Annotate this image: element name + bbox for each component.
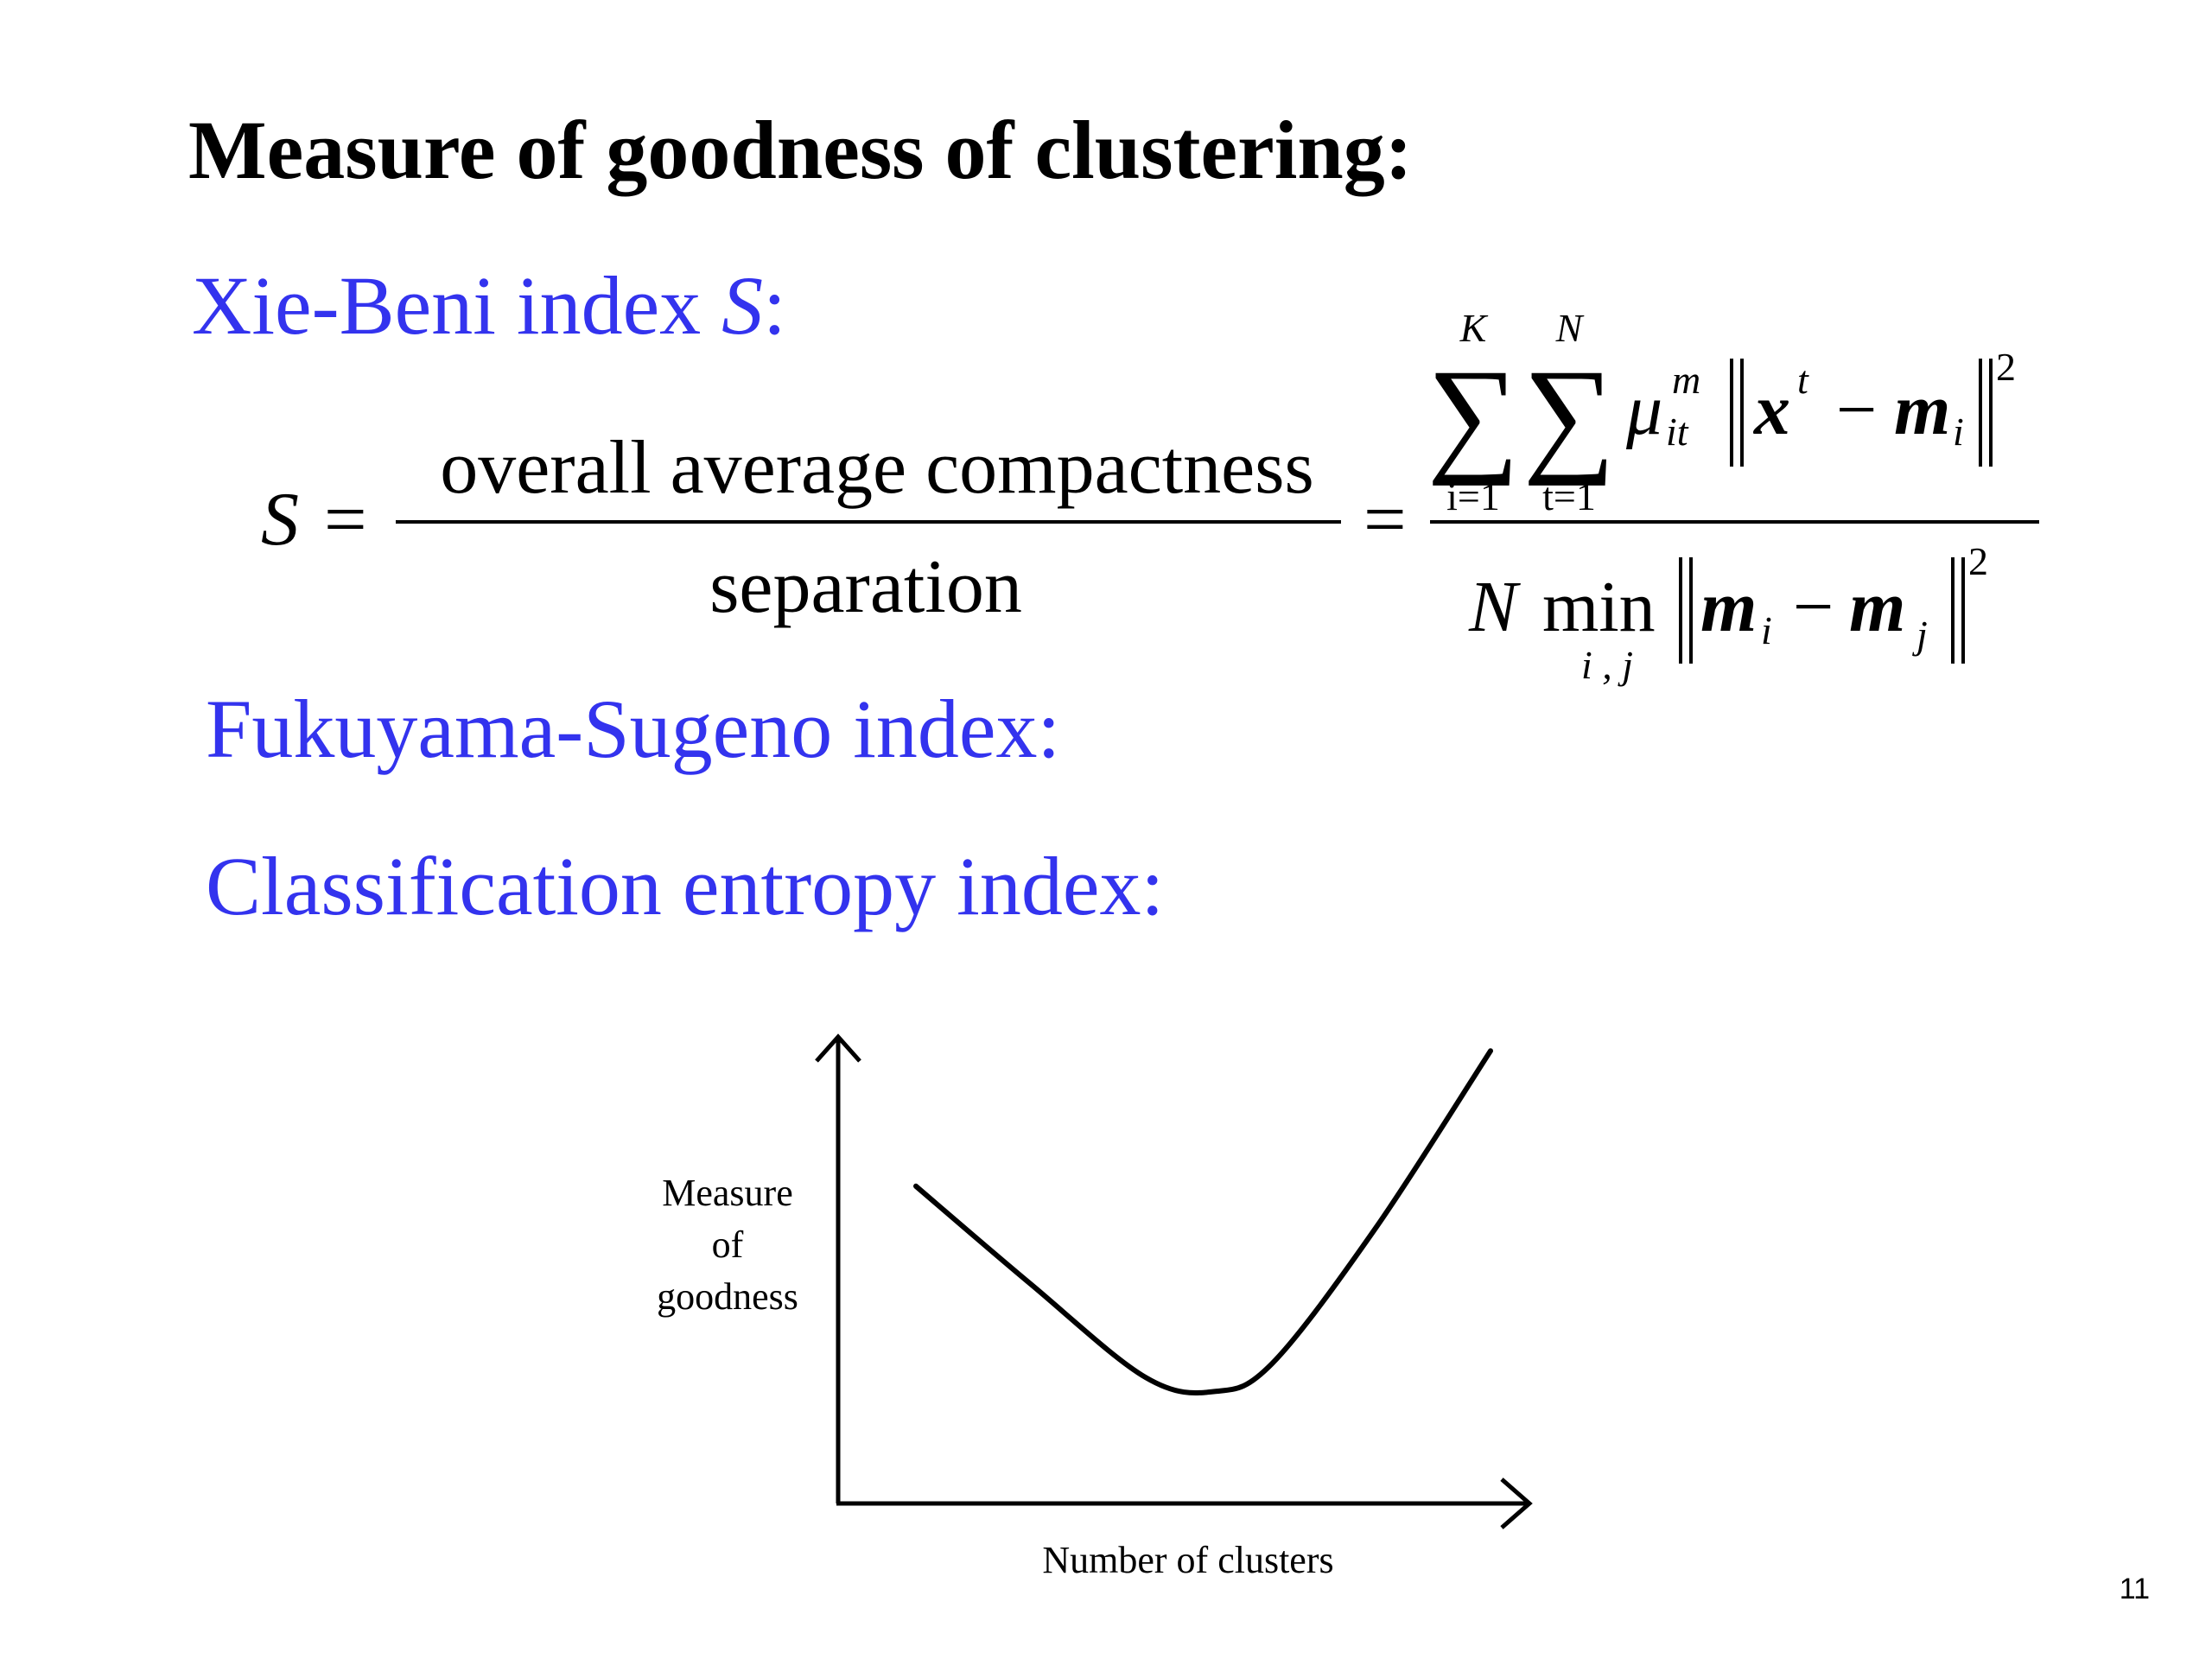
y-axis-label: Measure of goodness	[657, 1172, 798, 1318]
mu-subscript: it	[1666, 410, 1689, 454]
y-axis-label-line: of	[712, 1224, 744, 1266]
formula-denominator-text: separation	[709, 545, 1022, 629]
sum2-lower: t=1	[1542, 474, 1596, 518]
goodness-chart: Measure of goodness Number of clusters	[657, 1033, 1533, 1581]
xie-beni-formula: S = overall average compactness separati…	[261, 306, 2039, 687]
minus-1: −	[1836, 370, 1877, 450]
sum2-upper: N	[1555, 306, 1585, 350]
m-subscript-i-1: i	[1953, 410, 1964, 454]
formula-equals-2: =	[1363, 478, 1407, 562]
sum1-upper: K	[1459, 306, 1489, 350]
xie-beni-heading-variable: S	[721, 259, 764, 352]
y-axis-arrowhead	[815, 1033, 861, 1063]
formula-numerator-text: overall average compactness	[440, 426, 1313, 510]
formula-equals-1: =	[324, 478, 367, 562]
m-subscript-j: j	[1912, 613, 1928, 657]
y-axis-label-line: goodness	[657, 1275, 798, 1318]
minus-2: −	[1793, 567, 1834, 647]
denominator-n: N	[1468, 567, 1521, 647]
sum1-symbol: ∑	[1427, 343, 1520, 486]
page-number: 11	[2119, 1573, 2150, 1605]
xie-beni-heading-prefix: Xie-Beni index	[192, 259, 722, 352]
m-vector-2: m	[1700, 567, 1757, 647]
fukuyama-sugeno-heading: Fukuyama-Sugeno index:	[206, 683, 1061, 775]
m-vector-1: m	[1894, 370, 1950, 450]
xie-beni-heading-suffix: :	[763, 259, 786, 352]
x-axis-arrowhead	[1500, 1478, 1533, 1529]
m-vector-3: m	[1849, 567, 1905, 647]
x-axis-label: Number of clusters	[1042, 1539, 1333, 1581]
denominator-min-subscript: i , j	[1581, 643, 1633, 687]
denominator-min: min	[1542, 567, 1656, 647]
classification-entropy-heading: Classification entropy index:	[206, 840, 1165, 932]
sum1-lower: i=1	[1446, 474, 1500, 518]
m-subscript-i-2: i	[1761, 608, 1772, 652]
square-2: 2	[1968, 539, 1988, 583]
x-superscript: t	[1797, 358, 1809, 402]
xie-beni-heading: Xie-Beni index S:	[192, 257, 786, 353]
formula-lhs-s: S	[261, 478, 299, 562]
square-1: 2	[1996, 345, 2016, 389]
mu-superscript: m	[1672, 358, 1700, 402]
y-axis-label-line: Measure	[662, 1172, 793, 1214]
goodness-curve	[913, 1048, 1493, 1396]
sum2-symbol: ∑	[1523, 343, 1616, 486]
x-vector: x	[1752, 370, 1790, 450]
slide-title: Measure of goodness of clustering:	[188, 104, 1413, 196]
mu-symbol: μ	[1625, 370, 1662, 450]
